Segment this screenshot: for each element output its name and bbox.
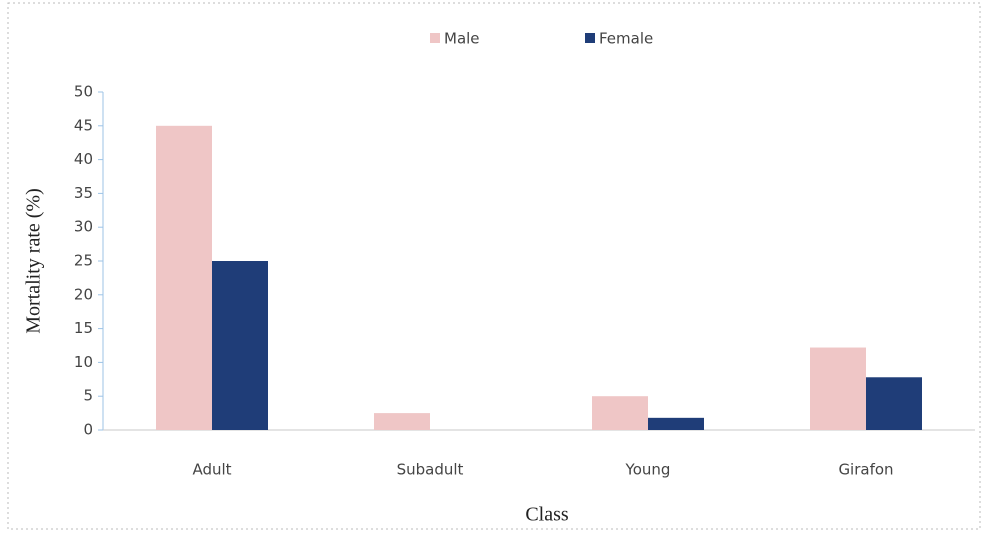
y-tick-label: 35 bbox=[74, 184, 93, 202]
chart-border bbox=[7, 2, 981, 530]
legend-label: Female bbox=[599, 30, 653, 48]
y-tick-label: 5 bbox=[83, 387, 93, 405]
bar bbox=[866, 377, 922, 430]
x-tick-label: Young bbox=[625, 461, 671, 479]
y-tick-label: 25 bbox=[74, 252, 93, 270]
x-tick-label: Subadult bbox=[397, 461, 464, 479]
bar bbox=[156, 125, 212, 431]
legend-swatch bbox=[585, 33, 595, 43]
y-tick-label: 0 bbox=[83, 421, 93, 439]
bar bbox=[592, 396, 648, 430]
legend-swatch bbox=[430, 33, 440, 43]
y-axis-label: Mortality rate (%) bbox=[23, 188, 45, 334]
y-tick-label: 40 bbox=[74, 150, 93, 168]
y-tick-label: 10 bbox=[74, 353, 93, 371]
x-axis-label: Class bbox=[525, 504, 569, 526]
y-tick-label: 30 bbox=[74, 218, 93, 236]
y-tick-label: 20 bbox=[74, 285, 93, 303]
bar bbox=[810, 347, 866, 430]
bar bbox=[374, 413, 430, 430]
y-tick-label: 15 bbox=[74, 319, 93, 337]
bar bbox=[212, 261, 268, 430]
y-tick-label: 50 bbox=[74, 83, 93, 101]
x-tick-label: Adult bbox=[192, 461, 231, 479]
legend-label: Male bbox=[444, 30, 480, 48]
bar bbox=[648, 417, 704, 430]
y-tick-label: 45 bbox=[74, 116, 93, 134]
x-tick-label: Girafon bbox=[838, 461, 893, 479]
